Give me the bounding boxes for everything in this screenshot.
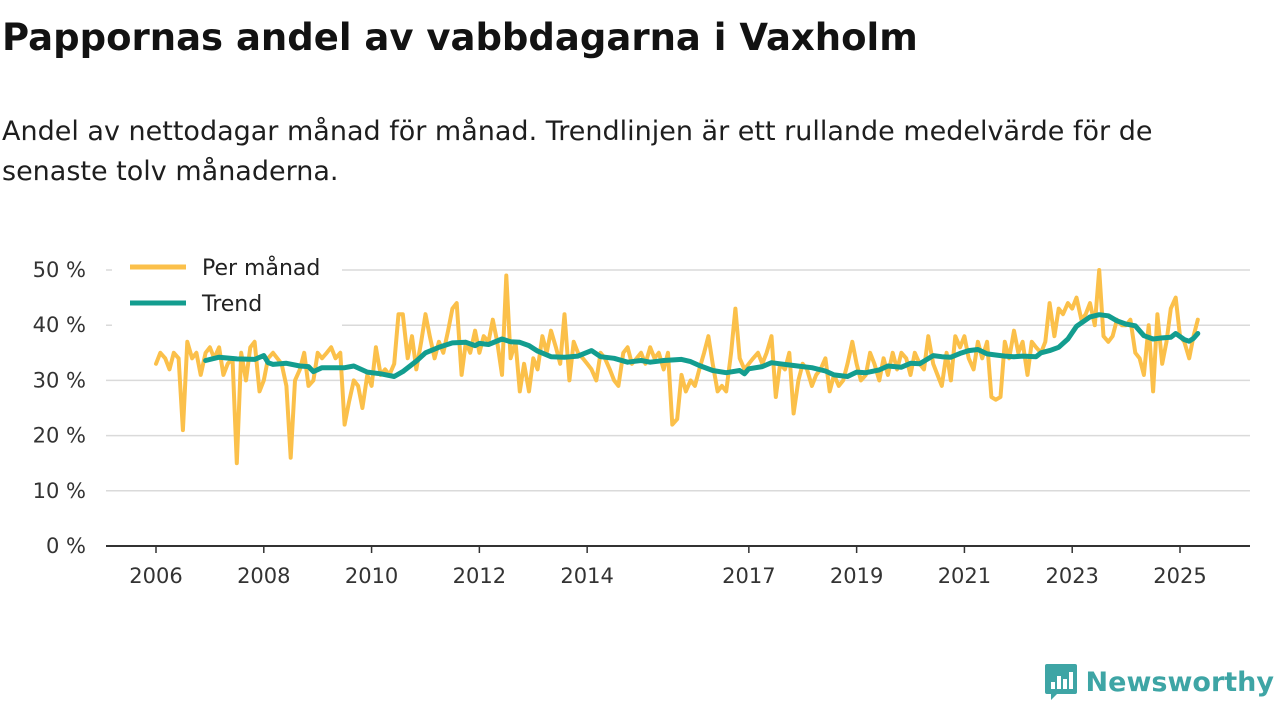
x-tick-label: 2021 bbox=[938, 564, 991, 588]
y-tick-label: 50 % bbox=[33, 258, 86, 282]
x-tick-label: 2023 bbox=[1045, 564, 1098, 588]
y-tick-label: 20 % bbox=[33, 424, 86, 448]
y-tick-label: 0 % bbox=[46, 534, 86, 558]
x-tick-label: 2010 bbox=[345, 564, 398, 588]
x-tick-label: 2014 bbox=[560, 564, 613, 588]
series-group bbox=[154, 268, 1201, 466]
newsworthy-logo-icon bbox=[1044, 664, 1077, 700]
x-axis: 2006 2008 2010 2012 2014 2017 2019 2021 2023 2025 bbox=[106, 545, 1250, 588]
legend-label-trend: Trend bbox=[201, 292, 262, 317]
newsworthy-logo: Newsworthy bbox=[1044, 662, 1274, 702]
y-tick-label: 40 % bbox=[33, 313, 86, 337]
chart-title: Pappornas andel av vabbdagarna i Vaxholm bbox=[2, 16, 918, 59]
legend-background bbox=[112, 248, 342, 326]
y-tick-label: 30 % bbox=[33, 368, 86, 392]
y-axis: 0 % 10 % 20 % 30 % 40 % 50 % bbox=[33, 258, 86, 558]
x-tick-label: 2012 bbox=[453, 564, 506, 588]
x-tick-label: 2019 bbox=[830, 564, 883, 588]
chart-subtitle: Andel av nettodagar månad för månad. Tre… bbox=[2, 116, 1153, 187]
x-tick-label: 2008 bbox=[237, 564, 290, 588]
legend: Per månad Trend bbox=[112, 248, 342, 326]
brand-name: Newsworthy bbox=[1085, 666, 1274, 698]
series-line-trend bbox=[203, 312, 1201, 379]
x-tick-label: 2006 bbox=[129, 564, 182, 588]
x-tick-label: 2017 bbox=[722, 564, 775, 588]
legend-label-per-manad: Per månad bbox=[202, 255, 320, 281]
series-line-per-manad bbox=[154, 268, 1200, 466]
y-tick-label: 10 % bbox=[33, 479, 86, 503]
x-tick-label: 2025 bbox=[1153, 564, 1206, 588]
